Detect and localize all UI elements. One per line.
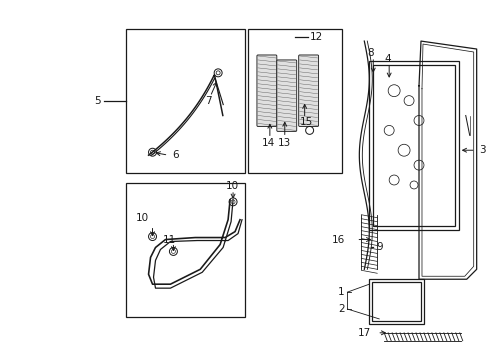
Bar xyxy=(125,29,244,173)
Bar xyxy=(247,29,342,173)
Text: 10: 10 xyxy=(225,181,239,191)
Text: 3: 3 xyxy=(478,145,484,155)
FancyBboxPatch shape xyxy=(276,60,296,131)
FancyBboxPatch shape xyxy=(256,55,276,126)
Text: 9: 9 xyxy=(375,243,382,252)
Text: 15: 15 xyxy=(299,117,312,127)
Text: 14: 14 xyxy=(262,138,275,148)
Text: 16: 16 xyxy=(331,234,344,244)
Text: 17: 17 xyxy=(357,328,370,338)
Text: 10: 10 xyxy=(135,213,148,223)
Text: 8: 8 xyxy=(366,48,373,58)
Bar xyxy=(368,279,423,324)
Bar xyxy=(368,61,458,230)
Text: 6: 6 xyxy=(172,150,179,160)
Bar xyxy=(371,282,420,321)
Text: 2: 2 xyxy=(337,304,344,314)
Bar xyxy=(372,65,454,226)
FancyBboxPatch shape xyxy=(298,55,318,126)
Text: 4: 4 xyxy=(384,54,390,64)
Text: 5: 5 xyxy=(94,96,101,105)
Text: 11: 11 xyxy=(162,234,175,244)
Text: 1: 1 xyxy=(337,287,344,297)
Text: 12: 12 xyxy=(309,32,322,42)
Bar xyxy=(125,183,244,317)
Text: 7: 7 xyxy=(204,96,211,105)
Text: 13: 13 xyxy=(277,138,290,148)
